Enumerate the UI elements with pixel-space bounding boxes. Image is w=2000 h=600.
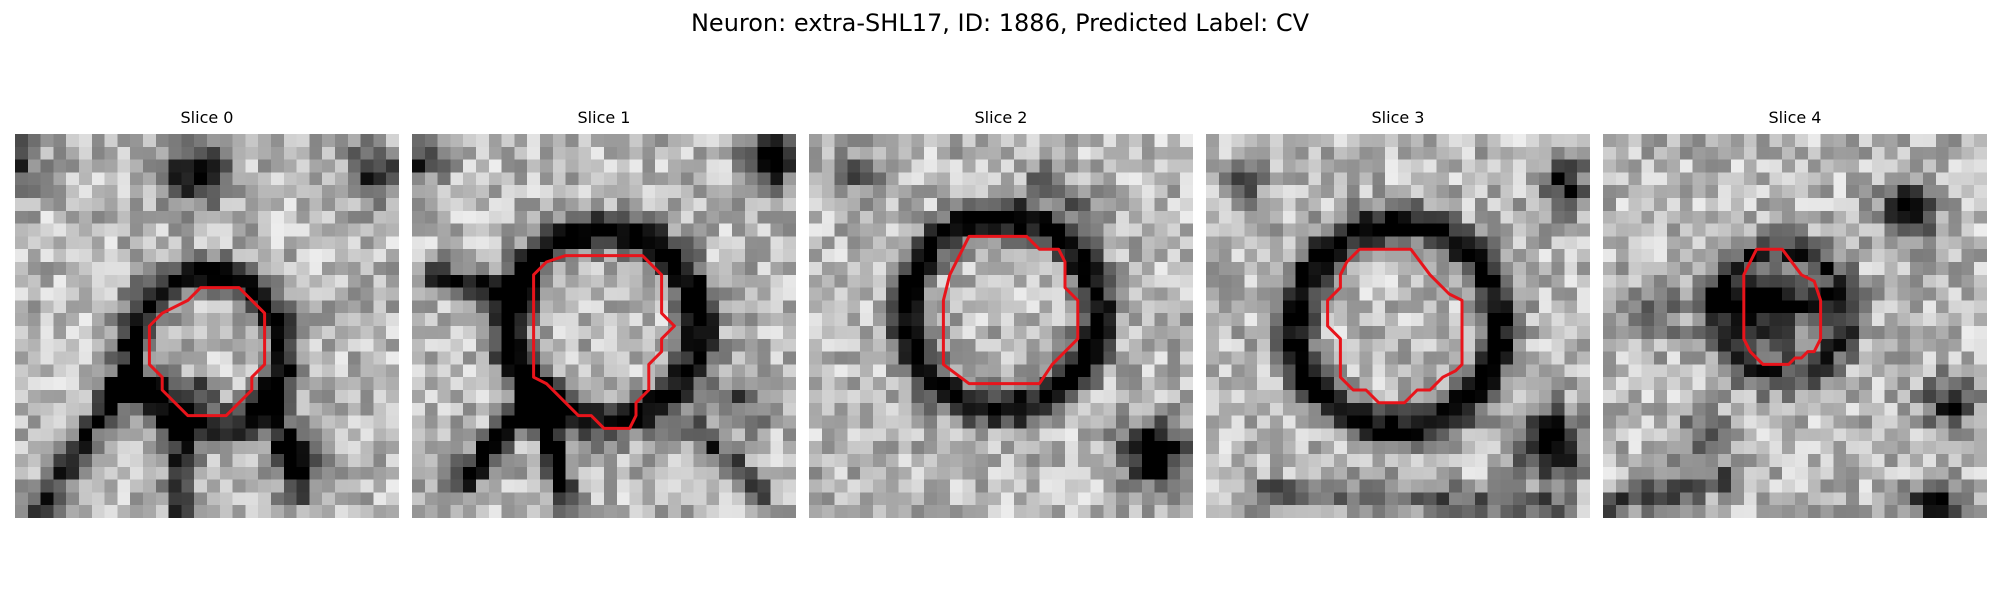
slice-panel-2: Slice 2 [809, 108, 1193, 518]
segmentation-contour [1744, 249, 1821, 364]
em-slice-image [1206, 134, 1590, 518]
slice-title: Slice 4 [1768, 108, 1822, 127]
slice-panel-4: Slice 4 [1603, 108, 1987, 518]
em-slice-image [412, 134, 796, 518]
slice-panel-1: Slice 1 [412, 108, 796, 518]
segmentation-contour [1328, 249, 1462, 403]
slice-title: Slice 3 [1371, 108, 1425, 127]
em-slice-image [809, 134, 1193, 518]
segmentation-contour [149, 288, 264, 416]
segmentation-contour [534, 256, 675, 429]
slice-title: Slice 0 [180, 108, 234, 127]
slice-panel-0: Slice 0 [15, 108, 399, 518]
em-slice-image [1603, 134, 1987, 518]
em-slice-image [15, 134, 399, 518]
segmentation-contour [943, 236, 1077, 383]
slice-panel-3: Slice 3 [1206, 108, 1590, 518]
slice-title: Slice 1 [577, 108, 631, 127]
slice-title: Slice 2 [974, 108, 1028, 127]
figure-title: Neuron: extra-SHL17, ID: 1886, Predicted… [690, 9, 1310, 37]
